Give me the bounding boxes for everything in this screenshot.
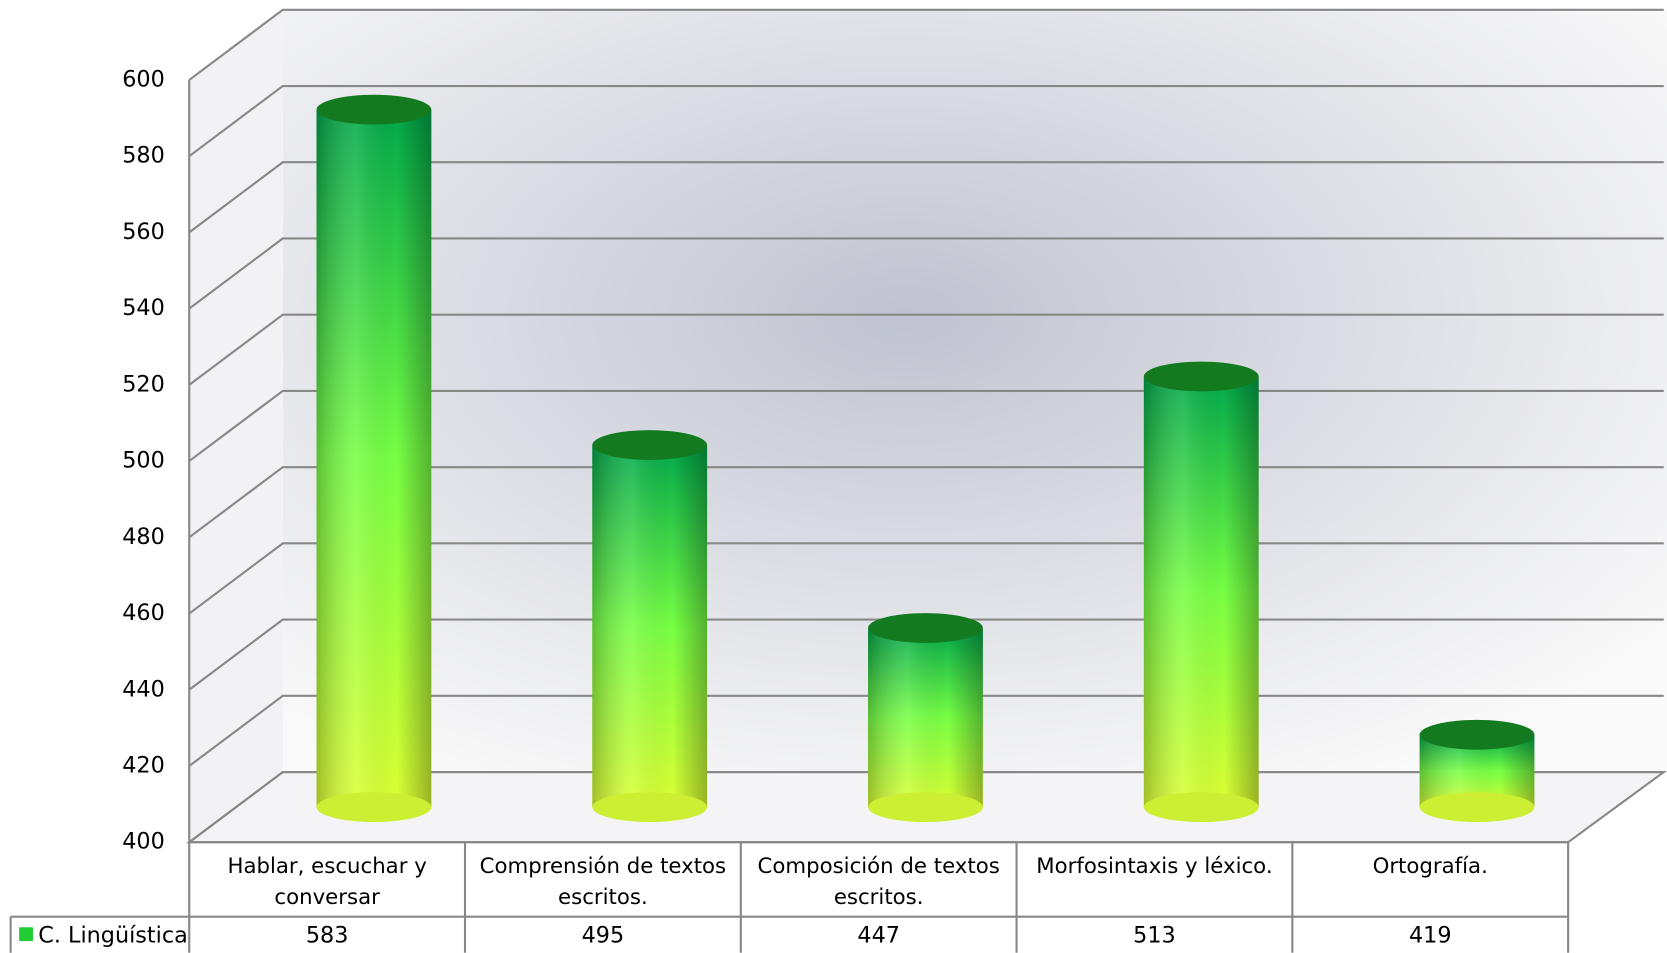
grid-line	[188, 84, 1664, 158]
cylinder-shade	[1143, 376, 1259, 808]
category-cell: Morfosintaxis y léxico.	[1036, 852, 1273, 879]
cylinder-top	[1143, 361, 1259, 392]
x-tick-label: Comprensión de textos escritos.	[479, 852, 727, 910]
cylinder-top	[592, 430, 708, 460]
cylinder-base	[1143, 792, 1259, 823]
y-tick-label: 480	[122, 524, 165, 550]
category-cell: Hablar, escuchar y conversar	[227, 852, 427, 910]
x-tick-label: Composición de textos escritos.	[757, 852, 1000, 910]
cylinder-base	[316, 792, 432, 823]
cylinder-base	[868, 792, 983, 823]
grid-line	[188, 8, 1664, 81]
y-tick-label: 540	[122, 295, 165, 321]
y-tick-label: 520	[122, 371, 165, 397]
y-tick-label: 500	[122, 448, 165, 474]
value-label: 583	[306, 922, 349, 948]
y-tick-label: 600	[122, 66, 165, 92]
cylinder-top	[316, 94, 432, 125]
cylinder	[1419, 719, 1535, 823]
data-table: C. Lingüística 583 495 447 513 419 Hablar, esc…	[9, 841, 1570, 953]
cylinder-top	[868, 613, 983, 643]
bars	[316, 94, 1535, 823]
value-label: 495	[582, 922, 625, 948]
cylinder	[1143, 361, 1259, 823]
y-tick-label: 580	[122, 143, 165, 169]
legend-label: C. Lingüística	[38, 922, 188, 948]
cylinder-shade	[592, 445, 708, 808]
x-tick-label: Hablar, escuchar y conversar	[227, 852, 427, 910]
y-tick-label: 400	[122, 829, 165, 855]
value-label: 513	[1133, 922, 1176, 948]
y-tick-label: 560	[122, 219, 165, 245]
grid-line	[188, 161, 1664, 234]
cylinder-top	[1419, 719, 1535, 750]
cylinder-shade	[868, 628, 983, 808]
x-tick-label: Morfosintaxis y léxico.	[1036, 852, 1273, 879]
cylinder-base	[592, 792, 708, 823]
legend-swatch	[19, 927, 33, 942]
y-tick-label: 420	[122, 752, 165, 778]
cylinder	[592, 430, 708, 823]
x-tick-label: Ortografía.	[1372, 852, 1488, 879]
cylinder	[868, 613, 983, 823]
value-label: 447	[857, 922, 900, 948]
cylinder	[316, 94, 432, 823]
cylinder-base	[1419, 792, 1535, 823]
value-label: 419	[1409, 922, 1452, 948]
category-cell: Ortografía.	[1372, 852, 1488, 879]
category-cell: Composición de textos escritos.	[757, 852, 1000, 910]
cylinder-shade	[316, 109, 432, 808]
grid-line	[188, 237, 1664, 310]
grid-line	[188, 313, 1664, 386]
category-cell: Comprensión de textos escritos.	[479, 852, 727, 910]
y-tick-label: 460	[122, 600, 165, 626]
y-tick-label: 440	[122, 676, 165, 702]
